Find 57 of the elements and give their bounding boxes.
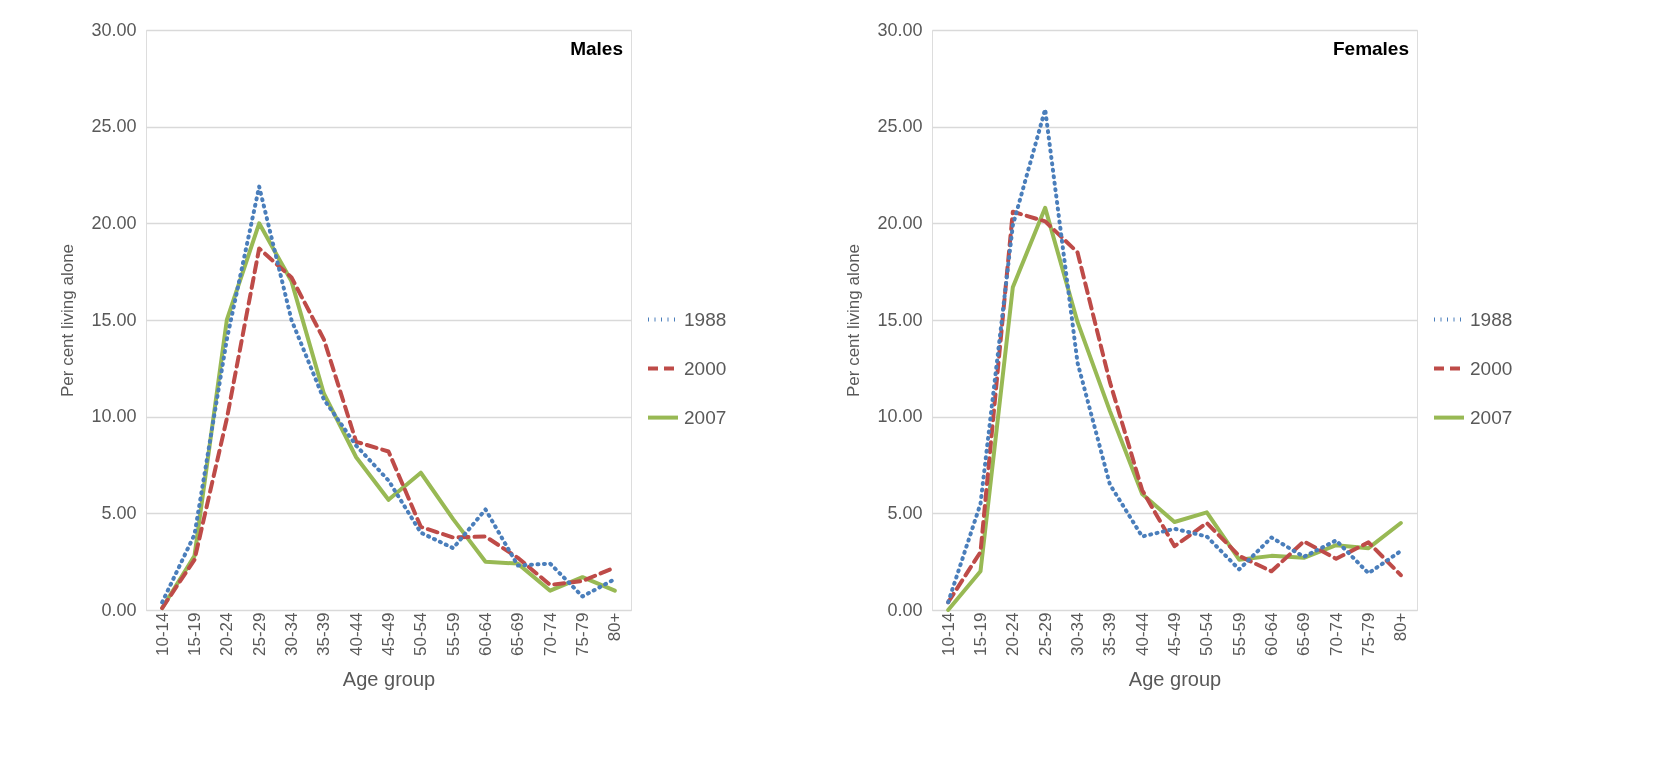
x-tick-label: 80+ — [605, 612, 625, 642]
y-axis-title: Per cent living alone — [58, 243, 78, 398]
x-tick-label: 70-74 — [1326, 612, 1346, 656]
y-tick-label: 30.00 — [91, 19, 137, 40]
x-tick-label: 30-34 — [282, 612, 301, 656]
x-tick-label: 20-24 — [1003, 612, 1023, 656]
x-tick-label: 80+ — [1391, 612, 1411, 642]
x-tick-label: 25-29 — [1035, 612, 1055, 656]
y-tick-label: 0.00 — [101, 599, 137, 620]
x-tick-label: 15-19 — [971, 612, 990, 656]
legend-label: 2007 — [1470, 406, 1513, 428]
y-axis-title: Per cent living alone — [844, 243, 864, 398]
x-tick-label: 45-49 — [1165, 612, 1184, 656]
y-tick-label: 10.00 — [91, 406, 137, 427]
x-tick-label: 10-14 — [152, 612, 172, 656]
x-tick-label: 60-64 — [1262, 612, 1281, 656]
y-tick-label: 20.00 — [91, 212, 137, 233]
x-tick-label: 35-39 — [314, 612, 334, 656]
y-tick-label: 15.00 — [877, 309, 923, 330]
x-tick-label: 65-69 — [508, 612, 528, 656]
y-tick-label: 25.00 — [91, 116, 137, 137]
y-tick-label: 0.00 — [887, 599, 923, 620]
legend-label: 1988 — [1470, 308, 1513, 330]
x-tick-label: 15-19 — [185, 612, 204, 656]
y-tick-label: 25.00 — [877, 116, 923, 137]
x-tick-label: 70-74 — [540, 612, 560, 656]
x-tick-label: 55-59 — [443, 612, 463, 656]
y-tick-label: 20.00 — [877, 212, 923, 233]
x-tick-label: 75-79 — [1359, 612, 1378, 656]
y-tick-label: 15.00 — [91, 309, 137, 330]
x-tick-label: 50-54 — [411, 612, 431, 656]
x-tick-label: 45-49 — [379, 612, 398, 656]
line-series — [946, 107, 1403, 605]
legend-label: 1988 — [684, 308, 727, 330]
x-tick-label: 40-44 — [346, 612, 366, 656]
legend-label: 2007 — [684, 406, 727, 428]
x-tick-label: 40-44 — [1132, 612, 1152, 656]
x-tick-label: 30-34 — [1068, 612, 1087, 656]
y-tick-label: 5.00 — [887, 502, 923, 523]
x-tick-label: 35-39 — [1100, 612, 1120, 656]
y-tick-label: 30.00 — [877, 19, 923, 40]
x-tick-label: 65-69 — [1294, 612, 1314, 656]
chart-title: Males — [570, 38, 623, 59]
x-tick-label: 20-24 — [217, 612, 237, 656]
legend-label: 2000 — [684, 357, 727, 379]
y-tick-label: 5.00 — [101, 502, 137, 523]
chart-title: Females — [1332, 38, 1409, 59]
x-tick-label: 10-14 — [938, 612, 958, 656]
x-tick-label: 75-79 — [573, 612, 592, 656]
x-axis-title: Age group — [342, 667, 436, 690]
x-axis-title: Age group — [1128, 667, 1222, 690]
x-tick-label: 50-54 — [1197, 612, 1217, 656]
x-tick-label: 60-64 — [476, 612, 495, 656]
x-tick-label: 25-29 — [249, 612, 269, 656]
legend-label: 2000 — [1470, 357, 1513, 379]
x-tick-label: 55-59 — [1229, 612, 1249, 656]
y-tick-label: 10.00 — [877, 406, 923, 427]
